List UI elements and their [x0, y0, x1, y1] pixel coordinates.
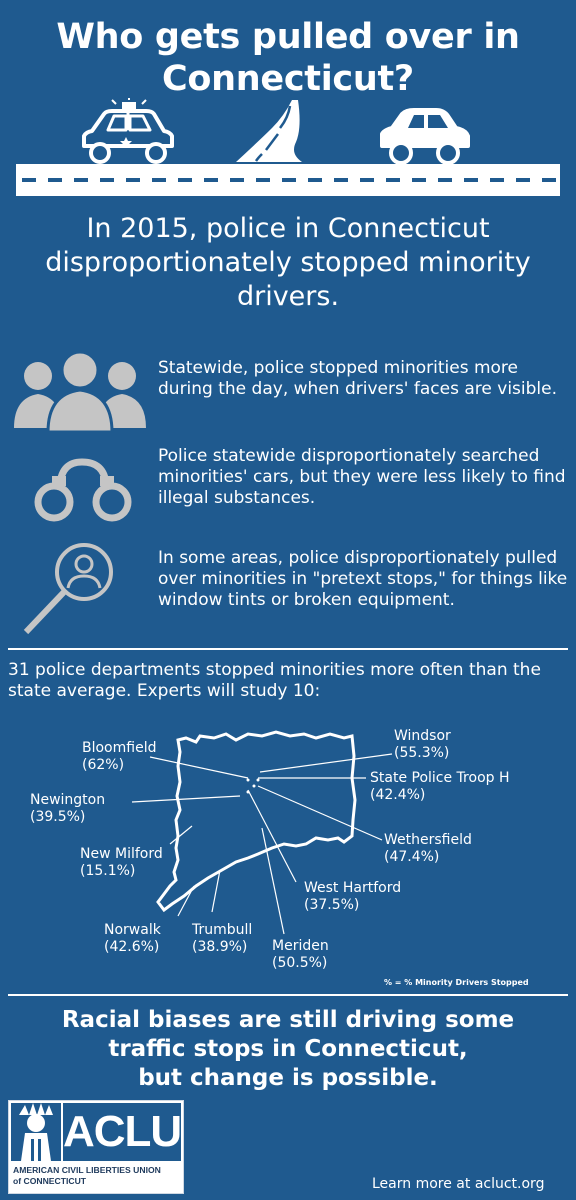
- car-icon: [380, 108, 470, 165]
- connecticut-map: [131, 730, 393, 935]
- city-windsor: Windsor (55.3%): [394, 728, 451, 762]
- fact-pretext-stops: In some areas, police disproportionately…: [158, 548, 568, 610]
- city-newington: Newington (39.5%): [30, 792, 105, 826]
- fact-daytime-stops: Statewide, police stopped minorities mor…: [158, 358, 557, 399]
- leader-meriden: [261, 827, 285, 935]
- leader-bloomfield: [149, 756, 249, 779]
- city-troop-h: State Police Troop H (42.4%): [370, 770, 510, 804]
- leader-windsor: [259, 753, 393, 773]
- city-value: (42.6%): [104, 939, 160, 955]
- city-name: Bloomfield: [82, 740, 157, 756]
- closing-line-3: but change is possible.: [138, 1065, 438, 1091]
- aclu-subtitle-line-1: AMERICAN CIVIL LIBERTIES UNION: [13, 1165, 161, 1175]
- city-name: Trumbull: [192, 922, 253, 938]
- fact-car-searches: Police statewide disproportionately sear…: [158, 446, 566, 508]
- city-name: New Milford: [80, 846, 163, 862]
- aclu-subtitle-line-2: of CONNECTICUT: [13, 1176, 87, 1186]
- city-name: Meriden: [272, 938, 329, 954]
- divider-bottom: [8, 994, 568, 996]
- city-west-hartford: West Hartford (37.5%): [304, 880, 401, 914]
- city-name: West Hartford: [304, 880, 402, 896]
- leader-west-hartford: [247, 789, 297, 883]
- learn-more-link[interactable]: Learn more at acluct.org: [372, 1176, 545, 1192]
- city-bloomfield: Bloomfield (62%): [82, 740, 156, 774]
- closing-line-2: traffic stops in Connecticut,: [108, 1036, 468, 1062]
- leader-newington: [131, 795, 241, 803]
- divider-top: [8, 648, 568, 650]
- departments-text: 31 police departments stopped minorities…: [8, 660, 541, 701]
- city-value: (62%): [82, 757, 125, 773]
- connecticut-outline: [156, 730, 357, 913]
- city-meriden: Meriden (50.5%): [272, 938, 329, 972]
- closing-statement: Racial biases are still driving some tra…: [0, 1006, 576, 1093]
- handcuffs-icon: [34, 458, 132, 522]
- city-name: State Police Troop H: [370, 770, 510, 786]
- city-wethersfield: Wethersfield (47.4%): [384, 832, 472, 866]
- city-value: (37.5%): [304, 897, 360, 913]
- aclu-logo[interactable]: ACLU AMERICAN CIVIL LIBERTIES UNION of C…: [8, 1100, 184, 1194]
- city-value: (15.1%): [80, 863, 136, 879]
- city-value: (38.9%): [192, 939, 248, 955]
- city-name: Wethersfield: [384, 832, 472, 848]
- aclu-wordmark: ACLU: [63, 1103, 182, 1161]
- map-legend: % = % Minority Drivers Stopped: [384, 978, 529, 987]
- aclu-subtitle: AMERICAN CIVIL LIBERTIES UNION of CONNEC…: [13, 1165, 181, 1187]
- leader-wethersfield: [257, 785, 383, 841]
- city-norwalk: Norwalk (42.6%): [104, 922, 161, 956]
- statue-of-liberty-icon: [11, 1103, 61, 1161]
- city-name: Norwalk: [104, 922, 161, 938]
- city-value: (55.3%): [394, 745, 450, 761]
- road-illustration: [16, 98, 560, 196]
- city-trumbull: Trumbull (38.9%): [192, 922, 252, 956]
- curving-road-icon: [236, 100, 302, 162]
- city-value: (42.4%): [370, 787, 426, 803]
- city-value: (47.4%): [384, 849, 440, 865]
- city-value: (39.5%): [30, 809, 86, 825]
- people-group-icon: [14, 350, 146, 432]
- city-new-milford: New Milford (15.1%): [80, 846, 163, 880]
- intro-statement: In 2015, police in Connecticut dispropor…: [45, 213, 531, 312]
- leader-trumbull: [211, 869, 221, 913]
- police-car-icon: [82, 98, 174, 164]
- leader-norwalk: [177, 885, 195, 917]
- city-value: (50.5%): [272, 955, 328, 971]
- city-name: Newington: [30, 792, 106, 808]
- magnifier-person-icon: [23, 543, 113, 635]
- leader-new-milford: [169, 825, 193, 845]
- page-title: Who gets pulled over in Connecticut?: [56, 17, 520, 99]
- closing-line-1: Racial biases are still driving some: [61, 1007, 515, 1033]
- city-name: Windsor: [394, 728, 451, 744]
